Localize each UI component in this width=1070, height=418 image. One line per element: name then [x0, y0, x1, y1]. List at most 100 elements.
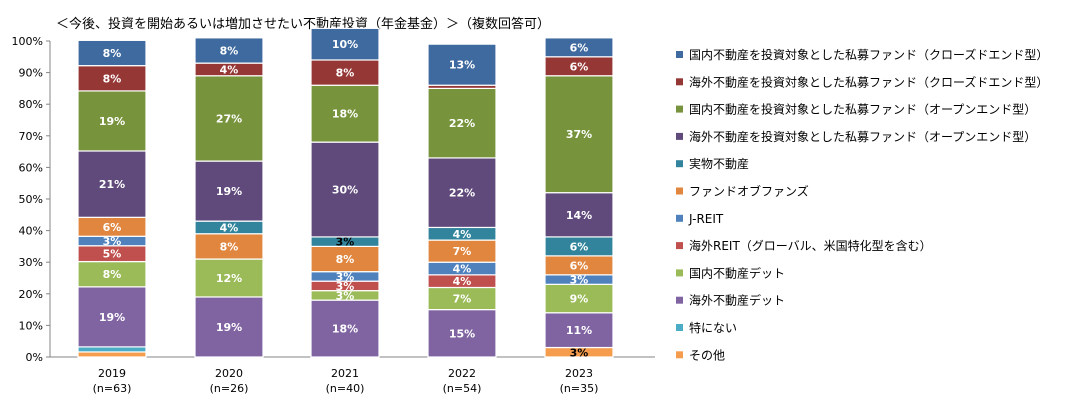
data-label: 8% — [103, 72, 122, 85]
bar-segment — [77, 150, 147, 218]
data-label: 19% — [216, 321, 242, 334]
data-label: 8% — [336, 67, 355, 80]
y-tick-label: 10% — [19, 319, 43, 332]
data-label: 3% — [570, 274, 589, 287]
legend-swatch — [676, 187, 683, 195]
bar-segment — [427, 43, 497, 86]
data-label: 11% — [566, 324, 592, 337]
data-label: 3% — [336, 289, 355, 302]
x-axis-categories: 2019 (n=63) 2020 (n=26) 2021 (n=40) 2022 (n=54)… — [93, 367, 599, 395]
legend-label: 海外REIT（グローバル、米国特化型を含む） — [689, 238, 932, 253]
legend-swatch — [676, 51, 683, 58]
data-label: 15% — [449, 327, 475, 340]
bar-segment — [194, 160, 264, 222]
bar-segment — [194, 233, 264, 260]
data-label: 6% — [570, 41, 589, 54]
data-label: 7% — [453, 293, 472, 306]
bar-segment — [310, 84, 380, 143]
data-label: 3% — [103, 235, 122, 248]
y-tick-label: 100% — [12, 35, 43, 48]
legend-label: 実物不動産 — [689, 156, 749, 171]
x-tick-label: 2019 — [98, 367, 126, 380]
bars: 19%8%5%3%6%21%19%8%8%19%12%8%4%19%27%4%8… — [77, 27, 614, 359]
data-label: 6% — [103, 221, 122, 234]
data-label: 5% — [103, 248, 122, 261]
x-sample-size: (n=26) — [210, 382, 249, 395]
data-label: 8% — [220, 240, 239, 253]
data-label: 4% — [220, 63, 239, 76]
bar-segment — [544, 192, 614, 238]
y-tick-label: 60% — [19, 161, 43, 174]
y-tick-label: 40% — [19, 225, 43, 238]
bar-segment — [194, 37, 264, 64]
y-tick-label: 90% — [19, 67, 43, 80]
data-label: 10% — [332, 38, 358, 51]
x-sample-size: (n=63) — [93, 382, 132, 395]
data-label: 19% — [216, 185, 242, 198]
data-label: 22% — [449, 187, 475, 200]
data-label: 22% — [449, 117, 475, 130]
data-label: 4% — [220, 221, 239, 234]
legend-label: 国内不動産を投資対象とした私募ファンド（クローズドエンド型） — [689, 47, 1048, 62]
data-label: 12% — [216, 272, 242, 285]
bar-segment — [310, 299, 380, 358]
legend-swatch — [676, 242, 683, 250]
legend-swatch — [676, 324, 683, 331]
x-tick-label: 2023 — [565, 367, 593, 380]
data-label: 6% — [570, 240, 589, 253]
data-label: 4% — [453, 228, 472, 241]
bar-segment — [427, 87, 497, 159]
data-label: 3% — [336, 236, 355, 249]
legend-swatch — [676, 351, 683, 359]
legend-label: 海外不動産を投資対象とした私募ファンド（オープンエンド型） — [689, 129, 1036, 144]
y-tick-label: 20% — [19, 288, 43, 301]
x-sample-size: (n=54) — [443, 382, 482, 395]
bar-segment — [310, 27, 380, 61]
x-tick-label: 2022 — [448, 367, 476, 380]
data-label: 14% — [566, 209, 592, 222]
bar-segment — [544, 75, 614, 194]
legend-label: 海外不動産を投資対象とした私募ファンド（クローズドエンド型） — [689, 74, 1048, 89]
x-tick-label: 2020 — [215, 367, 243, 380]
bar-segment — [77, 39, 147, 67]
data-label: 18% — [332, 108, 358, 121]
legend: 国内不動産を投資対象とした私募ファンド（クローズドエンド型） 海外不動産を投資対象… — [676, 47, 1048, 362]
data-label: 9% — [570, 293, 589, 306]
data-label: 37% — [566, 128, 592, 141]
y-tick-label: 80% — [19, 98, 43, 111]
bar-segment — [544, 312, 614, 349]
bar-segment — [77, 346, 147, 353]
y-tick-label: 30% — [19, 256, 43, 269]
legend-swatch — [676, 78, 683, 86]
y-tick-label: 70% — [19, 130, 43, 143]
data-label: 27% — [216, 112, 242, 125]
data-label: 19% — [99, 115, 125, 128]
bar-segment — [544, 37, 614, 58]
bar-segment — [310, 59, 380, 86]
y-tick-label: 0% — [26, 351, 43, 364]
legend-label: J-REIT — [688, 212, 724, 226]
chart-title: ＜今後、投資を開始あるいは増加させたい不動産投資（年金基金）＞（複数回答可） — [56, 16, 550, 32]
data-label: 4% — [453, 275, 472, 288]
legend-swatch — [676, 269, 683, 277]
bar-segment — [427, 157, 497, 229]
y-axis-grid: 0% 10% 20% 30% 40% 50% 60% 70% 80% 90% 100% — [12, 35, 655, 364]
bar-segment — [427, 309, 497, 358]
x-sample-size: (n=35) — [560, 382, 599, 395]
legend-swatch — [676, 214, 683, 222]
data-label: 4% — [453, 263, 472, 276]
data-label: 13% — [449, 59, 475, 72]
bar-segment — [77, 286, 147, 348]
bar-segment — [77, 260, 147, 288]
data-label: 21% — [99, 178, 125, 191]
bar-segment — [77, 351, 147, 358]
legend-label: 国内不動産デット — [689, 265, 785, 280]
legend-label: ファンドオブファンズ — [689, 184, 809, 199]
y-tick-label: 50% — [19, 193, 43, 206]
legend-swatch — [676, 160, 683, 168]
bar-segment — [194, 258, 264, 298]
legend-swatch — [676, 132, 683, 140]
data-label: 19% — [99, 311, 125, 324]
data-label: 6% — [570, 259, 589, 272]
